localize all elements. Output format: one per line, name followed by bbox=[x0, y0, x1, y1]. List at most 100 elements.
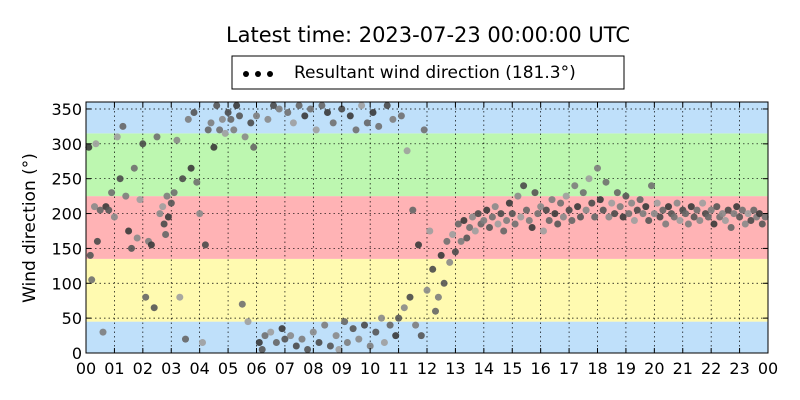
data-point bbox=[110, 213, 118, 221]
data-point bbox=[710, 220, 718, 228]
data-point bbox=[650, 210, 658, 218]
x-tick-label: 16 bbox=[530, 359, 550, 378]
data-points bbox=[85, 102, 769, 353]
data-point bbox=[400, 304, 408, 312]
data-point bbox=[599, 206, 607, 214]
data-point bbox=[525, 217, 533, 224]
x-tick-label: 10 bbox=[360, 359, 380, 378]
data-point bbox=[636, 196, 644, 204]
data-point bbox=[281, 335, 289, 343]
legend: Resultant wind direction (181.3°) bbox=[231, 55, 625, 90]
data-point bbox=[577, 213, 584, 221]
data-point bbox=[272, 339, 280, 346]
data-point bbox=[417, 332, 425, 340]
data-point bbox=[233, 102, 241, 109]
y-tick-label: 0 bbox=[72, 344, 82, 363]
data-point bbox=[201, 241, 209, 249]
y-axis-ticks: 0 50 100 150 200 250 300 350 bbox=[51, 100, 768, 363]
data-point bbox=[108, 189, 116, 197]
data-point bbox=[761, 213, 769, 221]
data-point bbox=[122, 192, 130, 200]
data-point bbox=[602, 178, 610, 186]
data-point bbox=[173, 136, 181, 144]
data-point bbox=[147, 241, 155, 249]
data-point bbox=[443, 237, 451, 245]
data-point bbox=[704, 213, 712, 221]
data-point bbox=[645, 217, 653, 224]
data-point bbox=[196, 210, 204, 218]
x-tick-label: 18 bbox=[587, 359, 607, 378]
data-point bbox=[449, 231, 457, 238]
x-tick-label: 21 bbox=[673, 359, 693, 378]
data-point bbox=[116, 175, 124, 183]
data-point bbox=[713, 203, 721, 211]
data-point bbox=[275, 105, 283, 113]
data-point bbox=[199, 339, 206, 346]
data-point bbox=[230, 126, 238, 134]
data-point bbox=[307, 105, 314, 113]
data-point bbox=[559, 213, 567, 221]
data-point bbox=[264, 115, 272, 123]
data-point bbox=[395, 314, 403, 322]
data-point bbox=[625, 210, 633, 218]
data-point bbox=[483, 206, 491, 214]
data-point bbox=[537, 203, 545, 211]
data-point bbox=[150, 304, 158, 312]
x-tick-label: 00 bbox=[76, 359, 96, 378]
data-point bbox=[261, 332, 269, 340]
data-point bbox=[289, 119, 297, 127]
data-point bbox=[284, 109, 292, 116]
data-point bbox=[426, 227, 434, 235]
x-tick-label: 17 bbox=[559, 359, 579, 378]
data-point bbox=[619, 213, 627, 221]
data-point bbox=[133, 234, 141, 242]
data-point bbox=[184, 115, 192, 123]
x-tick-label: 00 bbox=[758, 359, 778, 378]
data-point bbox=[397, 112, 405, 120]
data-point bbox=[324, 109, 331, 116]
data-point bbox=[520, 182, 528, 190]
data-point bbox=[366, 342, 374, 350]
data-point bbox=[719, 210, 726, 218]
data-point bbox=[258, 346, 266, 353]
data-point bbox=[236, 112, 243, 120]
data-point bbox=[451, 248, 459, 256]
x-tick-label: 12 bbox=[417, 359, 437, 378]
data-point bbox=[250, 143, 258, 151]
legend-marker bbox=[255, 71, 261, 77]
data-point bbox=[105, 206, 113, 214]
data-point bbox=[176, 293, 184, 301]
data-point bbox=[454, 220, 462, 228]
x-axis-ticks: 00 01 02 03 04 05 06 07 08 09 10 11 12 13 14 15 16 17 18 19… bbox=[76, 102, 778, 378]
data-point bbox=[136, 196, 144, 204]
data-point bbox=[335, 346, 343, 353]
data-point bbox=[605, 213, 613, 221]
data-point bbox=[244, 318, 252, 326]
x-tick-label: 20 bbox=[644, 359, 664, 378]
x-tick-label: 22 bbox=[701, 359, 721, 378]
data-point bbox=[182, 335, 189, 343]
data-point bbox=[160, 220, 168, 228]
data-point bbox=[733, 203, 741, 211]
data-point bbox=[204, 126, 212, 134]
data-point bbox=[480, 217, 488, 224]
data-point bbox=[253, 112, 260, 120]
x-tick-label: 01 bbox=[104, 359, 124, 378]
data-point bbox=[591, 213, 599, 221]
data-point bbox=[571, 182, 579, 190]
data-point bbox=[113, 133, 121, 141]
data-point bbox=[406, 293, 414, 301]
data-point bbox=[460, 217, 468, 224]
data-point bbox=[139, 140, 147, 148]
data-point bbox=[380, 339, 388, 346]
data-point bbox=[542, 206, 550, 214]
data-point bbox=[616, 203, 624, 211]
data-point bbox=[596, 196, 604, 204]
data-point bbox=[213, 102, 221, 109]
data-point bbox=[676, 217, 684, 224]
data-point bbox=[85, 143, 93, 151]
data-point bbox=[622, 192, 630, 200]
x-tick-label: 23 bbox=[729, 359, 749, 378]
data-point bbox=[218, 115, 226, 123]
data-point bbox=[412, 321, 420, 329]
